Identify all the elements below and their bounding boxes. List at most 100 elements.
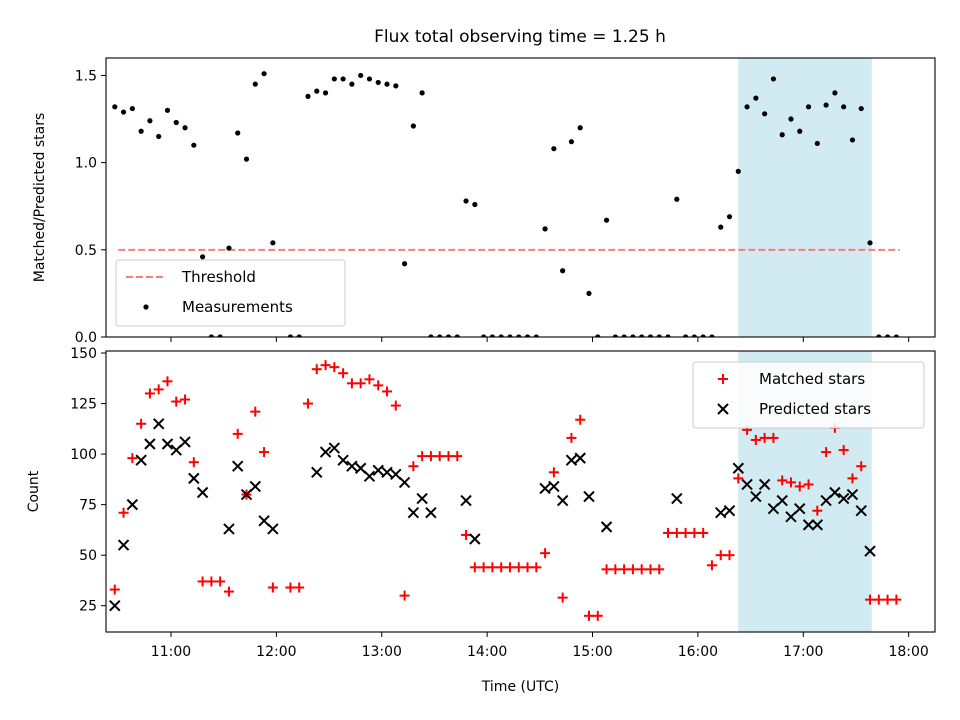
measurements-point [595,334,601,337]
predicted-point [539,482,551,495]
measurements-point [665,334,671,337]
matched-point [750,434,761,445]
predicted-point-b [126,498,139,511]
predicted-point-b [820,494,832,507]
measurements-point [832,90,838,96]
predicted-point-b [864,545,876,557]
matched-point [715,550,726,561]
predicted-point [407,507,420,519]
predicted-point [794,502,806,515]
measurements-point [647,334,654,337]
predicted-point [829,486,841,499]
matched-point [680,527,691,538]
measurements-point [375,79,381,86]
matched-point [794,481,805,492]
predicted-point-b [319,446,332,458]
matched-point [513,562,524,573]
predicted-point [258,515,270,527]
predicted-point [846,488,859,501]
x-tick-label: 11:00 [151,644,191,660]
measurements-point [876,334,882,337]
measurements-point [621,334,627,337]
measurements-point [270,240,276,246]
predicted-point [583,490,595,503]
matched-point [882,594,893,605]
measurements-point [481,334,487,337]
predicted-point [732,462,744,474]
predicted-point-b [565,454,578,466]
matched-point [417,451,428,462]
matched-point [180,394,191,405]
matched-point [557,592,568,603]
matched-point [390,400,401,411]
predicted-point-b [732,462,744,474]
measurements-point [472,201,478,208]
predicted-point [188,472,200,485]
matched-point [408,461,419,472]
predicted-point-b [767,502,780,515]
matched-point [364,374,375,385]
matched-point [566,432,577,443]
measurements-point [507,334,513,337]
predicted-point-b [311,466,323,479]
measurements-point [305,93,311,99]
predicted-point [346,460,358,472]
measurements-point [393,83,399,89]
predicted-point [776,494,788,507]
measurements-point [296,334,302,337]
predicted-point-b [715,507,727,519]
measurements-point [358,72,364,79]
measurements-point [349,81,355,87]
measurements-point [322,90,329,96]
predicted-point-b [354,462,367,474]
measurements-point [489,334,495,337]
x-tick-label: 13:00 [362,644,402,660]
predicted-point-b [758,478,771,491]
predicted-point [565,454,578,466]
predicted-point [398,476,411,489]
matched-point [873,594,884,605]
measurements-point [401,261,408,267]
legend: Matched stars Predicted stars [692,361,925,429]
measurements-point [630,334,636,337]
x-axis-label: Time (UTC) [481,679,559,695]
predicted-point [135,454,147,466]
measurements-point [814,140,820,147]
matched-point [663,527,674,538]
measurements-point [823,102,829,108]
matched-point [188,457,199,468]
legend: Threshold Measurements [115,259,346,327]
matched-point [294,582,305,593]
matched-point [706,560,717,571]
matched-point [548,467,559,478]
y-axis-label: Matched/Predicted stars [32,113,48,283]
plot-area [112,71,900,337]
predicted-point-b [170,444,182,456]
measurements-point [858,105,864,112]
measurements-point [173,119,179,126]
matched-point [267,582,278,593]
matched-point [232,428,243,439]
matched-point [259,447,270,458]
plot-area [109,360,902,621]
predicted-point-b [750,490,762,503]
y-tick-label: 1.0 [75,156,97,172]
matched-point [311,364,322,375]
predicted-point [267,523,279,535]
predicted-point [311,466,323,479]
predicted-point [741,478,753,491]
matched-point [847,473,858,484]
measurements-point [841,104,847,110]
predicted-point-b [776,494,788,507]
y-tick-label: 25 [79,599,97,615]
predicted-point [170,444,182,456]
measurements-point [445,334,452,337]
predicted-point-b [469,533,481,545]
predicted-point-b [723,504,736,517]
predicted-point [328,442,341,454]
measurements-point [199,254,206,260]
measurements-point [226,245,232,251]
matched-point [768,432,779,443]
measurements-point [516,334,522,337]
